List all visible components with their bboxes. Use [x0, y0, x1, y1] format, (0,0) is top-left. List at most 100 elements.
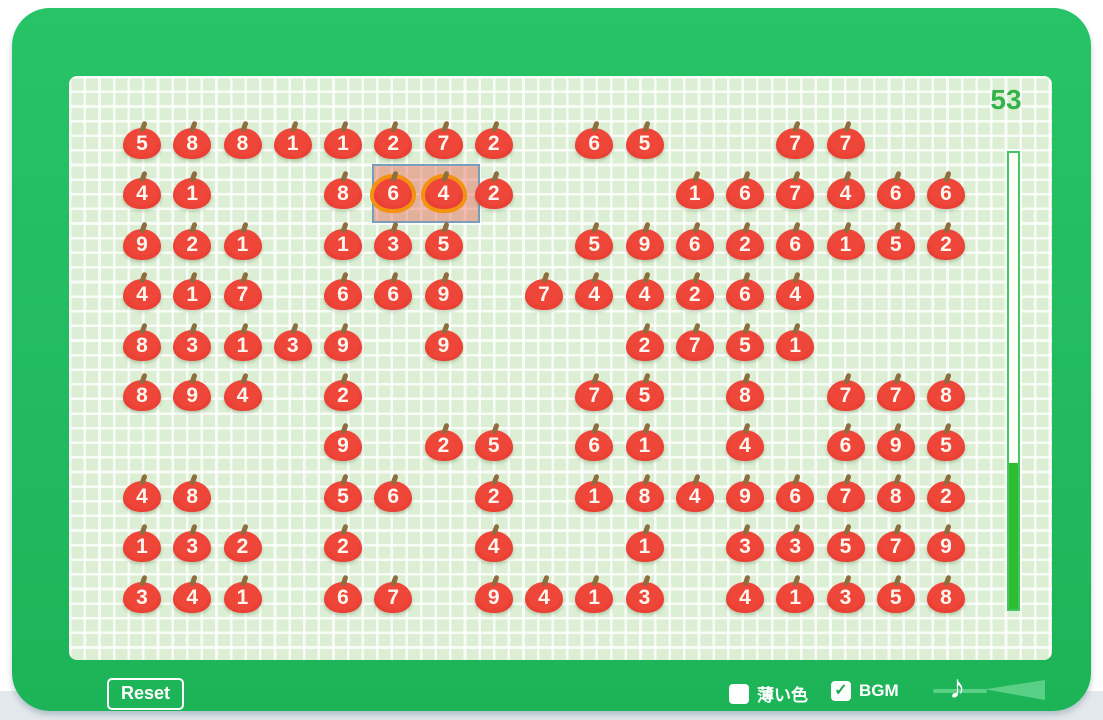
- apple[interactable]: 1: [223, 574, 262, 613]
- apple[interactable]: 2: [625, 322, 664, 361]
- apple[interactable]: 2: [474, 170, 513, 210]
- apple[interactable]: 6: [726, 271, 764, 311]
- apple[interactable]: 4: [726, 574, 764, 613]
- apple[interactable]: 8: [123, 322, 161, 361]
- apple[interactable]: 9: [324, 322, 362, 361]
- apple[interactable]: 2: [424, 422, 463, 462]
- apple[interactable]: 9: [424, 271, 463, 311]
- apple[interactable]: 6: [675, 221, 714, 260]
- light-color-checkbox[interactable]: ✓: [729, 683, 749, 704]
- apple[interactable]: 9: [123, 221, 161, 260]
- apple[interactable]: 6: [826, 422, 865, 462]
- apple[interactable]: 5: [876, 574, 915, 613]
- apple[interactable]: 1: [123, 523, 161, 563]
- apple[interactable]: 4: [625, 271, 664, 311]
- apple[interactable]: 6: [726, 170, 764, 210]
- apple[interactable]: 6: [927, 170, 965, 210]
- apple[interactable]: 8: [123, 372, 161, 411]
- apple[interactable]: 7: [826, 372, 865, 411]
- apple[interactable]: 9: [424, 322, 463, 361]
- apple[interactable]: 4: [123, 170, 161, 210]
- apple[interactable]: 9: [625, 221, 664, 260]
- apple[interactable]: 1: [625, 523, 664, 563]
- apple[interactable]: 9: [324, 422, 362, 462]
- apple[interactable]: 5: [876, 221, 915, 260]
- apple[interactable]: 8: [927, 372, 965, 411]
- apple[interactable]: 6: [374, 473, 413, 512]
- apple[interactable]: 7: [776, 170, 815, 210]
- apple[interactable]: 5: [324, 473, 362, 512]
- apple[interactable]: 1: [173, 271, 212, 311]
- apple[interactable]: 5: [424, 221, 463, 260]
- apple[interactable]: 6: [776, 473, 815, 512]
- apple[interactable]: 6: [575, 422, 614, 462]
- apple[interactable]: 1: [173, 170, 212, 210]
- reset-button[interactable]: Reset: [107, 678, 185, 710]
- apple[interactable]: 3: [826, 574, 865, 613]
- apple[interactable]: 8: [173, 120, 212, 159]
- apple[interactable]: 5: [123, 120, 161, 159]
- apple[interactable]: 4: [424, 170, 463, 210]
- apple[interactable]: 9: [474, 574, 513, 613]
- apple[interactable]: 5: [625, 120, 664, 159]
- apple[interactable]: 6: [374, 271, 413, 311]
- apple[interactable]: 8: [876, 473, 915, 512]
- apple[interactable]: 7: [876, 523, 915, 563]
- apple[interactable]: 7: [374, 574, 413, 613]
- apple[interactable]: 1: [324, 221, 362, 260]
- apple[interactable]: 2: [474, 473, 513, 512]
- apple[interactable]: 6: [324, 574, 362, 613]
- apple[interactable]: 9: [173, 372, 212, 411]
- apple[interactable]: 1: [324, 120, 362, 159]
- apple[interactable]: 3: [273, 322, 312, 361]
- apple[interactable]: 7: [575, 372, 614, 411]
- apple[interactable]: 6: [575, 120, 614, 159]
- apple[interactable]: 2: [474, 120, 513, 159]
- apple[interactable]: 5: [826, 523, 865, 563]
- apple[interactable]: 9: [726, 473, 764, 512]
- apple[interactable]: 4: [123, 271, 161, 311]
- apple[interactable]: 3: [625, 574, 664, 613]
- apple[interactable]: 2: [374, 120, 413, 159]
- apple[interactable]: 5: [474, 422, 513, 462]
- apple[interactable]: 4: [776, 271, 815, 311]
- apple[interactable]: 6: [324, 271, 362, 311]
- apple[interactable]: 8: [625, 473, 664, 512]
- apple[interactable]: 5: [726, 322, 764, 361]
- apple[interactable]: 7: [525, 271, 563, 311]
- apple[interactable]: 3: [123, 574, 161, 613]
- apple[interactable]: 4: [474, 523, 513, 563]
- apple[interactable]: 4: [675, 473, 714, 512]
- apple[interactable]: 5: [625, 372, 664, 411]
- apple[interactable]: 4: [173, 574, 212, 613]
- apple[interactable]: 1: [575, 574, 614, 613]
- apple[interactable]: 5: [575, 221, 614, 260]
- apple[interactable]: 7: [675, 322, 714, 361]
- apple[interactable]: 1: [826, 221, 865, 260]
- apple[interactable]: 3: [173, 322, 212, 361]
- bgm-checkbox[interactable]: ✓: [831, 681, 851, 701]
- apple[interactable]: 6: [876, 170, 915, 210]
- apple[interactable]: 1: [776, 322, 815, 361]
- apple[interactable]: 1: [223, 221, 262, 260]
- volume-control[interactable]: ♪: [927, 668, 1052, 713]
- apple[interactable]: 7: [776, 120, 815, 159]
- apple[interactable]: 6: [374, 170, 413, 210]
- apple[interactable]: 7: [876, 372, 915, 411]
- apple[interactable]: 4: [123, 473, 161, 512]
- apple[interactable]: 3: [776, 523, 815, 563]
- apple[interactable]: 4: [826, 170, 865, 210]
- apple[interactable]: 7: [826, 473, 865, 512]
- apple[interactable]: 5: [927, 422, 965, 462]
- apple[interactable]: 8: [726, 372, 764, 411]
- apple[interactable]: 6: [776, 221, 815, 260]
- apple[interactable]: 2: [223, 523, 262, 563]
- apple[interactable]: 1: [575, 473, 614, 512]
- apple[interactable]: 1: [675, 170, 714, 210]
- apple[interactable]: 4: [223, 372, 262, 411]
- apple[interactable]: 2: [927, 221, 965, 260]
- apple[interactable]: 8: [324, 170, 362, 210]
- apple[interactable]: 8: [173, 473, 212, 512]
- apple[interactable]: 2: [927, 473, 965, 512]
